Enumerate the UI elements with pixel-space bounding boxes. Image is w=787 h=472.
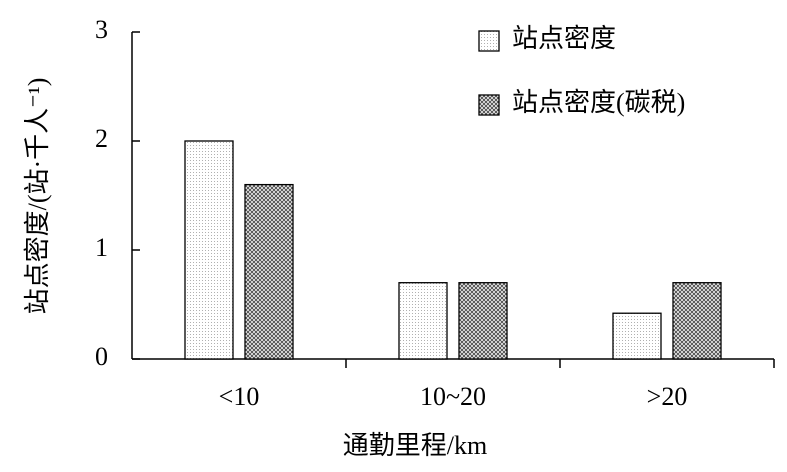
- x-tick-label: <10: [219, 382, 260, 411]
- x-tick-label: >20: [647, 382, 688, 411]
- bar: [672, 282, 722, 360]
- bar: [458, 282, 508, 360]
- legend-label: 站点密度(碳税): [512, 88, 685, 117]
- y-tick-label: 2: [95, 124, 108, 153]
- y-tick-label: 0: [95, 342, 108, 371]
- x-axis-label: 通勤里程/km: [343, 431, 487, 460]
- y-axis-label: 站点密度/(站·千人⁻¹): [23, 78, 52, 315]
- legend-label: 站点密度: [512, 24, 616, 53]
- x-tick-label: 10~20: [420, 382, 486, 411]
- legend-swatch: [478, 30, 500, 52]
- y-tick-label: 3: [95, 15, 108, 44]
- legend-swatch: [478, 94, 500, 116]
- bar: [612, 312, 662, 360]
- y-tick-label: 1: [95, 233, 108, 262]
- bar: [244, 183, 294, 360]
- bar: [184, 140, 234, 360]
- bar: [398, 282, 448, 360]
